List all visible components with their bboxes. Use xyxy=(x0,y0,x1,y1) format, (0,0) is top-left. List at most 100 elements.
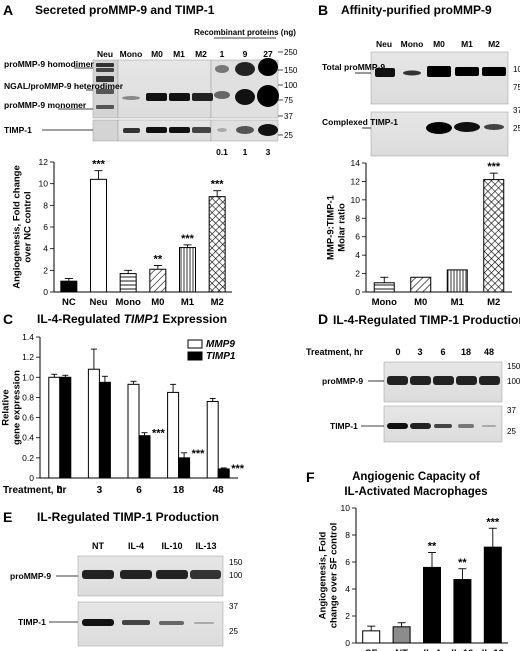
significance-label: *** xyxy=(92,159,106,171)
x-tick-label: IL-10 xyxy=(451,648,473,651)
band-label: Complexed TIMP-1 xyxy=(322,117,398,127)
marker: 37 xyxy=(229,602,238,611)
chart-b: 0 2 4 6 8 10 12 14 MMP-9:TIMP-1Molar ratio Mono M0… xyxy=(326,158,512,308)
x-tick-label: M1 xyxy=(451,297,465,308)
recombinant-amount: 3 xyxy=(266,147,271,157)
lane-label: Mono xyxy=(401,39,424,49)
bar xyxy=(98,381,111,479)
panel-b-letter: B xyxy=(318,2,328,18)
panel-f-letter: F xyxy=(306,469,315,485)
lane-label: 6 xyxy=(440,347,445,357)
lane-label: Neu xyxy=(376,39,392,49)
panel-d-letter: D xyxy=(318,311,328,327)
marker: 100 xyxy=(284,81,298,90)
significance-label: *** xyxy=(152,428,166,440)
y-tick-label: 0.8 xyxy=(22,392,34,402)
legend-label: TIMP1 xyxy=(206,351,236,362)
marker: 37 xyxy=(513,106,520,115)
x-tick-label: Neu xyxy=(90,297,108,308)
significance-label: *** xyxy=(192,448,206,460)
bar xyxy=(167,391,180,479)
y-tick-label: 12 xyxy=(39,157,49,167)
x-tick-label: Mono xyxy=(372,297,398,308)
y-tick-label: 0 xyxy=(345,638,350,648)
bar xyxy=(453,579,472,644)
y-axis-label: MMP-9:TIMP-1Molar ratio xyxy=(326,194,348,260)
lane-label: NT xyxy=(92,541,104,551)
band-label: NGAL/proMMP-9 heterodimer xyxy=(4,81,124,91)
significance-label: *** xyxy=(487,161,501,173)
bar xyxy=(423,566,441,644)
lane-label: 48 xyxy=(484,347,494,357)
marker: 37 xyxy=(284,112,293,121)
panel-a: A Secreted proMMP-9 and TIMP-1 Neu Mono … xyxy=(3,2,298,308)
y-tick-label: 0.2 xyxy=(22,453,34,463)
lane-label: IL-10 xyxy=(161,541,182,551)
x-tick-label: SF xyxy=(365,648,377,651)
bar xyxy=(208,196,226,293)
bar xyxy=(149,268,167,293)
panel-a-letter: A xyxy=(3,2,13,18)
lane-label: 0 xyxy=(395,347,400,357)
x-tick-label: M2 xyxy=(211,297,224,308)
bar xyxy=(483,546,502,644)
y-tick-label: 0.4 xyxy=(22,433,34,443)
marker: 75 xyxy=(284,96,293,105)
neu-blot-bottom xyxy=(92,119,119,142)
y-tick-label: 2 xyxy=(43,265,48,275)
y-tick-label: 1.0 xyxy=(22,372,34,382)
x-tick-label: 6 xyxy=(136,485,142,496)
lane-label: M0 xyxy=(433,39,445,49)
x-tick-label: NT xyxy=(395,648,408,651)
x-tick-label: M0 xyxy=(414,297,427,308)
panel-e: E IL-Regulated TIMP-1 Production NT IL-4… xyxy=(3,509,243,647)
y-axis-label-line: Angiogenesis, Fold change xyxy=(12,165,23,289)
x-tick-label: M1 xyxy=(181,297,195,308)
y-axis-label-line: Relative xyxy=(1,389,12,425)
legend-label: MMP9 xyxy=(206,339,235,350)
y-axis-label-line: gene expression xyxy=(12,370,23,445)
y-tick-label: 6 xyxy=(345,557,350,567)
significance-label: *** xyxy=(231,463,245,475)
y-tick-label: 8 xyxy=(345,530,350,540)
marker: 100 xyxy=(513,65,520,74)
y-tick-label: 0 xyxy=(29,473,34,483)
band-label: TIMP-1 xyxy=(18,617,46,627)
marker: 37 xyxy=(507,406,516,415)
y-axis-label: Angiogenesis, Foldchange over SF control xyxy=(318,523,340,629)
significance-label: *** xyxy=(181,233,195,245)
y-tick-label: 0 xyxy=(355,287,360,297)
lane-label: M2 xyxy=(488,39,500,49)
y-tick-label: 6 xyxy=(355,232,360,242)
significance-label: *** xyxy=(486,516,500,528)
panel-c-title: IL-4-Regulated TIMP1 Expression xyxy=(37,312,227,326)
lane-label: Mono xyxy=(120,49,143,59)
bar xyxy=(60,280,78,293)
panel-e-letter: E xyxy=(3,509,12,525)
x-tick-label: 48 xyxy=(213,485,225,496)
marker: 150 xyxy=(229,558,243,567)
marker: 25 xyxy=(284,131,293,140)
x-tick-label: IL-13 xyxy=(482,648,504,651)
bar xyxy=(392,626,411,644)
y-axis-label: Relativegene expression xyxy=(1,370,23,445)
y-axis-label-line: MMP-9:TIMP-1 xyxy=(326,194,337,260)
significance-label: ** xyxy=(428,541,437,553)
panel-c-letter: C xyxy=(3,311,13,327)
y-axis-label: Angiogenesis, Fold changeover NC control xyxy=(12,165,34,289)
marker: 25 xyxy=(513,124,520,133)
chart-a: 0 2 4 6 8 10 12 Angiogenesis, Fold changeover N… xyxy=(12,157,232,308)
bar xyxy=(90,178,107,293)
y-axis-label-line: Molar ratio xyxy=(337,203,348,252)
bar xyxy=(138,435,151,479)
y-tick-label: 10 xyxy=(341,503,351,513)
bar xyxy=(127,383,140,479)
legend-swatch xyxy=(187,351,203,361)
x-tick-label: 0 xyxy=(57,485,63,496)
y-tick-label: 2 xyxy=(345,611,350,621)
x-tick-label: M2 xyxy=(487,297,500,308)
band-label: proMMP-9 xyxy=(10,571,51,581)
bar xyxy=(206,400,219,479)
y-tick-label: 6 xyxy=(43,222,48,232)
treatment-label: Treatment, hr xyxy=(3,485,66,496)
